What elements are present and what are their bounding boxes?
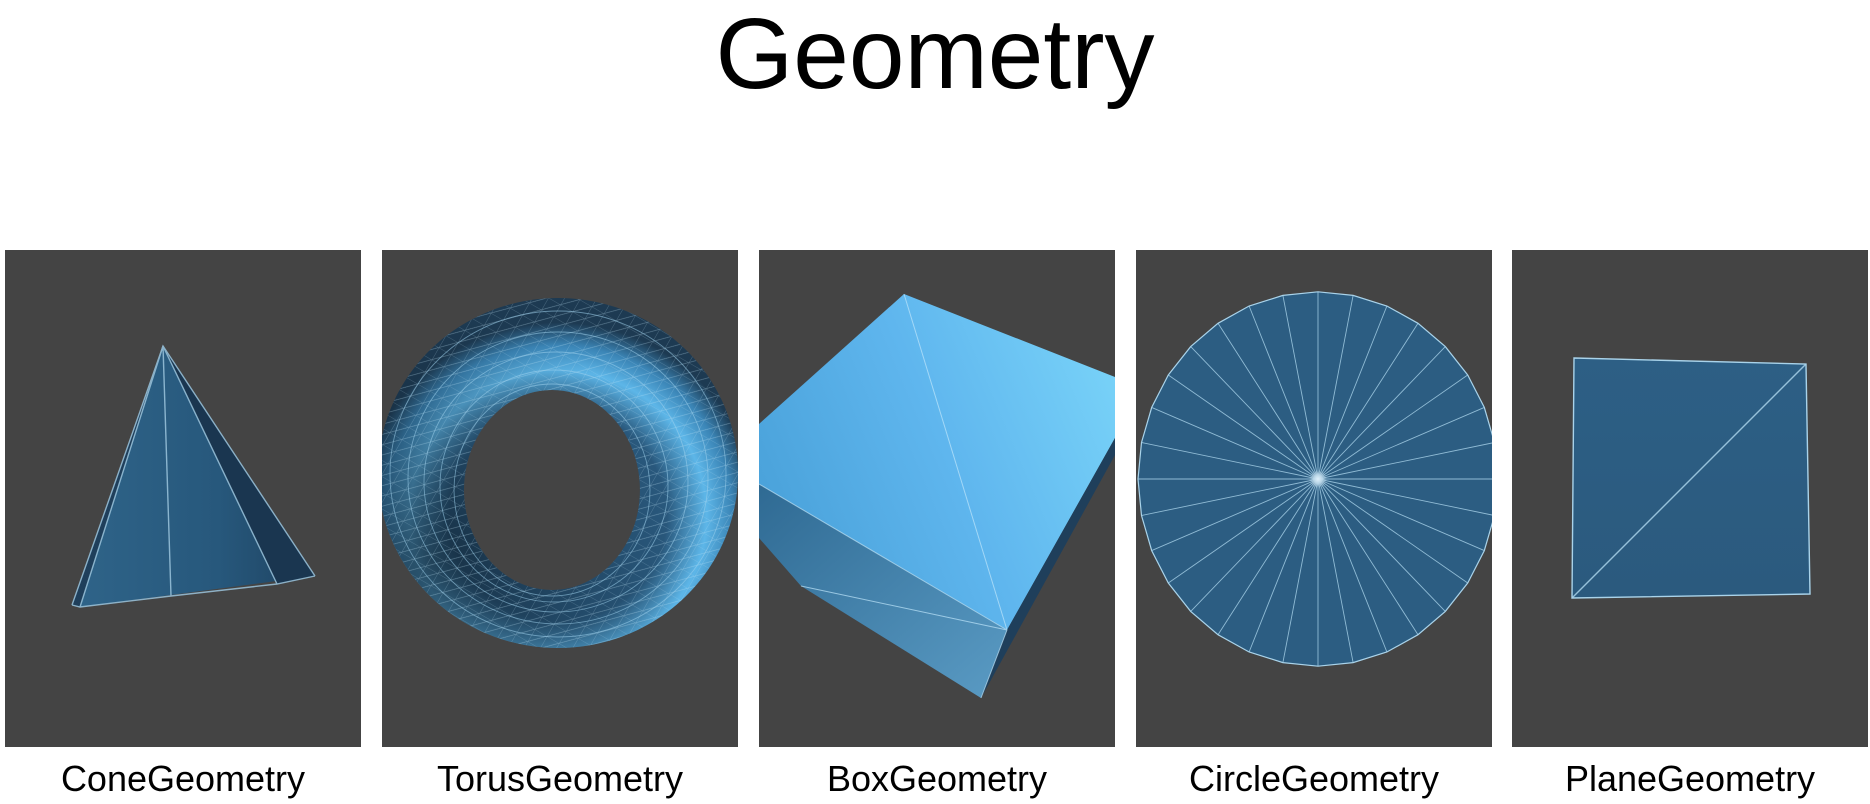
page-title: Geometry: [715, 0, 1155, 110]
torus-geometry-label: TorusGeometry: [436, 758, 684, 799]
circle-geometry-label: CircleGeometry: [1188, 758, 1440, 799]
cone-mesh: [71, 344, 316, 608]
torus-viewport[interactable]: [382, 250, 738, 747]
geometry-card-box: BoxGeometry: [759, 250, 1115, 799]
geometry-card-circle: CircleGeometry: [1136, 250, 1492, 799]
circle-mesh: [1137, 291, 1492, 667]
plane-viewport[interactable]: [1512, 250, 1868, 747]
geometry-card-torus: TorusGeometry: [382, 250, 738, 799]
geometry-card-plane: PlaneGeometry: [1512, 250, 1868, 799]
box-viewport[interactable]: [759, 250, 1115, 747]
geometry-card-cone: ConeGeometry: [5, 250, 361, 799]
box-mesh: [759, 293, 1115, 699]
box-geometry-label: BoxGeometry: [826, 758, 1048, 799]
circle-viewport[interactable]: [1136, 250, 1492, 747]
cone-viewport[interactable]: [5, 250, 361, 747]
cone-geometry-label: ConeGeometry: [60, 758, 306, 799]
plane-geometry-label: PlaneGeometry: [1564, 758, 1816, 799]
plane-mesh: [1571, 357, 1811, 599]
torus-mesh: [382, 298, 738, 648]
geometry-gallery: ConeGeometry: [0, 250, 1870, 804]
